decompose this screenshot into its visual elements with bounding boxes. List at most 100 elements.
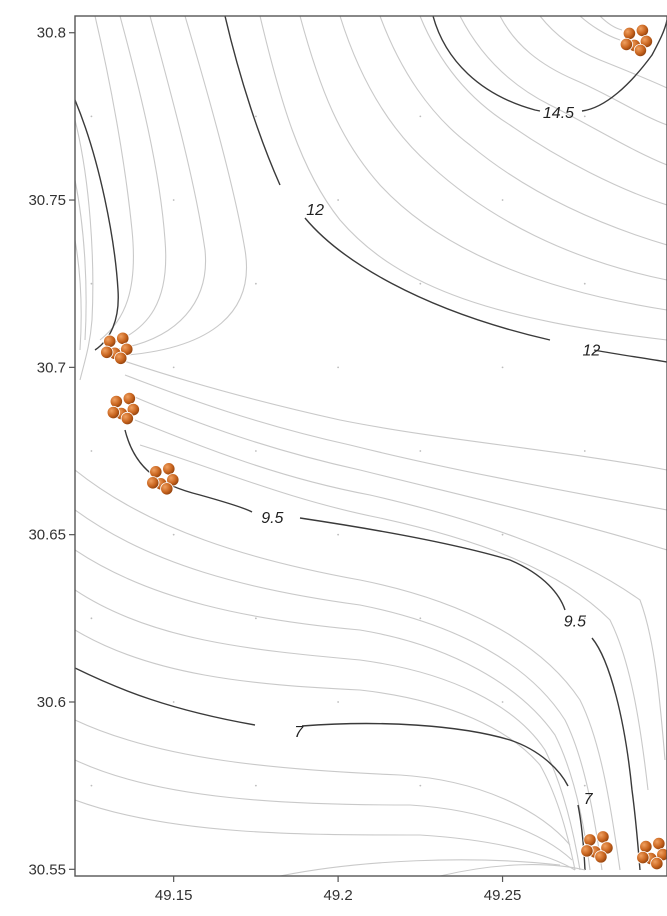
contour-line <box>134 419 666 761</box>
well-marker <box>652 836 666 851</box>
well-marker <box>639 839 653 854</box>
grid-dot <box>90 617 93 620</box>
contour-label: 9.5 <box>564 614 586 631</box>
contour-line <box>75 179 87 341</box>
well-clusters <box>100 23 667 871</box>
well-marker <box>162 462 176 476</box>
grid-dot <box>90 282 93 285</box>
well-marker <box>596 830 610 844</box>
well-marker <box>149 465 163 479</box>
grid-dot <box>172 701 175 703</box>
contour-line <box>279 859 561 876</box>
contour-line <box>579 16 621 41</box>
y-axis: 30.55 30.6 30.65 30.7 30.75 30.8 <box>28 25 75 878</box>
contour-line <box>75 239 82 351</box>
well-marker <box>122 391 136 406</box>
grid-dot <box>583 115 586 118</box>
contour-line <box>459 16 667 166</box>
grid-dot <box>172 366 175 369</box>
contour-line <box>75 119 94 381</box>
contour-label: 14.5 <box>543 105 574 122</box>
well-marker <box>116 331 130 345</box>
contour-line <box>75 719 571 846</box>
contour-line <box>114 357 667 471</box>
contour-label: 7 <box>584 791 594 808</box>
grid-dot <box>337 533 340 536</box>
contour-line <box>107 16 167 346</box>
contour-line-7 <box>75 667 586 871</box>
contour-line <box>259 16 667 341</box>
well-cluster <box>100 331 134 365</box>
contour-line <box>75 629 576 871</box>
grid-dot <box>254 617 257 620</box>
grid-dot <box>254 784 257 787</box>
grid-dot <box>583 617 586 620</box>
well-marker <box>109 394 123 409</box>
grid-dot <box>254 282 257 285</box>
contour-line <box>114 16 247 357</box>
contour-line-14-5 <box>432 16 667 112</box>
y-tick-label: 30.55 <box>28 861 66 878</box>
grid-dot <box>501 533 504 536</box>
well-marker <box>622 26 637 41</box>
well-marker <box>650 856 664 871</box>
grid-dot <box>419 282 422 285</box>
well-cluster <box>146 462 180 496</box>
contour-line <box>75 799 576 871</box>
well-marker <box>636 850 650 865</box>
contour-line <box>75 469 621 871</box>
grid-dot <box>90 784 93 787</box>
contour-line <box>124 374 667 511</box>
grid-dot <box>254 115 257 118</box>
contour-labels: 14.5 12 12 9.5 9.5 7 7 <box>261 105 600 808</box>
contour-line <box>499 16 667 126</box>
grid-dot <box>172 533 175 536</box>
contour-line <box>94 16 134 341</box>
well-marker <box>120 411 134 426</box>
y-tick-label: 30.65 <box>28 527 66 544</box>
grid-dot <box>337 701 340 703</box>
y-tick-label: 30.7 <box>37 359 66 376</box>
y-tick-label: 30.8 <box>37 25 66 42</box>
contour-line <box>75 759 573 861</box>
contour-line <box>129 394 667 551</box>
well-marker <box>100 345 114 359</box>
grid-dot <box>419 450 422 452</box>
contour-line-9-5 <box>124 429 641 871</box>
contour-line <box>439 864 586 876</box>
contour-line <box>379 16 667 246</box>
well-marker <box>160 482 174 496</box>
well-marker <box>633 43 648 58</box>
contour-line <box>75 589 581 871</box>
grid-dot <box>337 199 340 201</box>
grid-dots <box>90 115 586 787</box>
well-marker <box>103 334 117 348</box>
grid-dot <box>419 115 422 118</box>
contour-line <box>299 16 667 311</box>
well-cluster <box>619 23 654 58</box>
well-marker <box>594 850 608 864</box>
contour-line <box>419 16 667 206</box>
grid-dot <box>501 199 504 201</box>
contour-label: 12 <box>582 343 600 360</box>
contour-line <box>75 549 591 871</box>
x-tick-label: 49.25 <box>484 887 522 904</box>
contour-line <box>139 444 649 791</box>
grid-dot <box>90 115 93 118</box>
well-cluster <box>106 391 140 426</box>
map-frame <box>74 15 667 877</box>
contour-line <box>111 16 207 351</box>
contour-line <box>75 509 603 871</box>
grid-dot <box>254 450 257 452</box>
grid-dot <box>419 784 422 787</box>
well-marker <box>114 351 128 365</box>
y-tick-label: 30.75 <box>28 192 66 209</box>
contour-line <box>339 16 667 281</box>
y-tick-label: 30.6 <box>37 694 66 711</box>
grid-dot <box>501 701 504 703</box>
x-tick-label: 49.2 <box>324 887 353 904</box>
grid-dot <box>419 617 422 620</box>
grid-dot <box>501 366 504 369</box>
contour-line-12 <box>224 16 667 363</box>
x-tick-label: 49.15 <box>155 887 193 904</box>
